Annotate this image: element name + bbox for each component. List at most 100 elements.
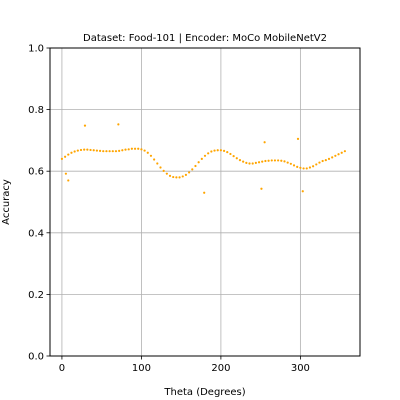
data-point	[146, 151, 149, 154]
x-axis-label: Theta (Degrees)	[163, 387, 245, 398]
data-point	[191, 168, 194, 171]
data-point	[105, 150, 108, 153]
data-point	[153, 158, 156, 161]
data-point	[130, 147, 133, 150]
data-point	[162, 169, 165, 172]
data-point	[292, 164, 296, 167]
data-point	[277, 159, 280, 162]
data-point	[213, 149, 216, 152]
data-point	[95, 149, 98, 152]
data-point	[296, 137, 300, 140]
data-point	[327, 157, 331, 160]
data-point	[175, 176, 178, 179]
data-point	[178, 176, 181, 179]
data-point	[219, 149, 222, 152]
data-point	[226, 151, 229, 154]
data-point	[251, 162, 254, 165]
data-point	[137, 147, 140, 150]
data-point	[222, 149, 226, 152]
points-layer	[60, 123, 346, 194]
data-point	[321, 159, 324, 163]
data-point	[67, 153, 70, 156]
y-tick-label: 1.0	[28, 44, 44, 55]
data-point	[200, 157, 203, 160]
data-point	[305, 167, 308, 170]
data-point	[92, 149, 95, 152]
data-point	[235, 157, 238, 160]
data-point	[117, 123, 120, 126]
data-point	[331, 156, 334, 159]
data-point	[273, 159, 277, 162]
data-point	[111, 150, 114, 153]
data-point	[86, 148, 89, 151]
data-point	[108, 150, 111, 153]
data-point	[260, 187, 263, 190]
data-point	[83, 124, 87, 127]
data-point	[143, 149, 146, 152]
y-tick-label: 0.4	[28, 228, 44, 239]
data-point	[296, 165, 299, 168]
data-point	[127, 148, 130, 151]
data-point	[149, 154, 153, 157]
data-point	[264, 159, 267, 163]
y-axis-label: Accuracy	[1, 179, 12, 225]
data-point	[121, 149, 124, 152]
data-point	[188, 171, 191, 174]
data-point	[140, 148, 143, 151]
data-point	[194, 164, 197, 168]
y-tick-label: 0.6	[28, 167, 44, 178]
data-point	[254, 161, 257, 164]
data-point	[70, 151, 73, 154]
data-point	[83, 148, 86, 151]
x-tick-label: 300	[291, 363, 310, 374]
data-point	[133, 147, 137, 150]
data-point	[114, 150, 118, 153]
data-point	[60, 157, 64, 160]
data-point	[156, 162, 159, 165]
data-point	[289, 162, 292, 165]
data-point	[67, 179, 70, 182]
data-point	[301, 190, 304, 193]
data-point	[229, 152, 232, 156]
data-point	[257, 161, 261, 164]
data-point	[207, 152, 210, 155]
x-tick-label: 100	[132, 363, 151, 374]
data-point	[315, 163, 318, 166]
data-point	[302, 167, 305, 170]
data-point	[165, 172, 168, 175]
y-tick-label: 0.0	[28, 352, 44, 363]
x-tick-label: 200	[211, 363, 230, 374]
data-point	[263, 141, 266, 144]
data-point	[73, 150, 76, 153]
data-point	[184, 173, 188, 176]
y-tick-label: 0.8	[28, 105, 44, 116]
data-point	[172, 175, 175, 179]
data-point	[286, 161, 289, 164]
data-point	[334, 154, 337, 157]
data-point	[242, 160, 245, 163]
data-point	[102, 150, 105, 153]
data-point	[64, 172, 67, 175]
data-point	[98, 149, 102, 152]
data-point	[168, 174, 172, 177]
data-point	[324, 159, 327, 162]
data-point	[64, 155, 67, 158]
data-point	[261, 160, 264, 163]
y-tick-label: 0.2	[28, 290, 44, 301]
plot-frame	[49, 47, 361, 357]
data-point	[312, 165, 315, 168]
data-point	[89, 148, 92, 152]
data-point	[248, 162, 251, 165]
data-point	[210, 150, 213, 153]
data-point	[197, 161, 200, 164]
data-point	[340, 151, 343, 154]
data-point	[181, 175, 184, 178]
data-point	[203, 191, 206, 194]
data-point	[245, 161, 248, 164]
data-point	[203, 154, 207, 157]
data-point	[79, 148, 83, 152]
chart-title: Dataset: Food-101 | Encoder: MoCo Mobile…	[83, 33, 327, 44]
ticks-layer: 0 100 200 300 0.0 0.2 0.4 0.6 0.8 1.0	[28, 44, 310, 375]
